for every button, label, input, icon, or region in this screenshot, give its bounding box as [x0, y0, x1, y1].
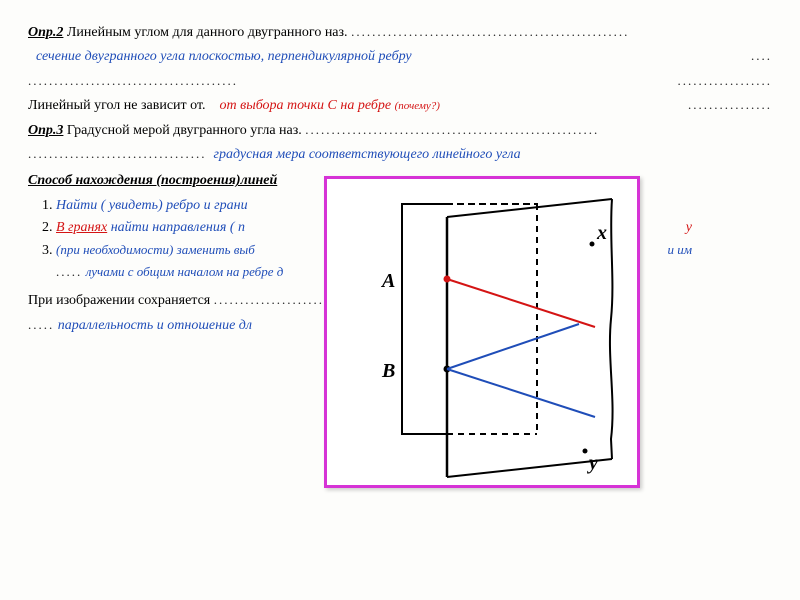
- label-A: A: [380, 270, 395, 292]
- dots: ........................: [214, 290, 340, 311]
- def-3-text: Градусной мерой двугранного угла наз.: [67, 123, 302, 138]
- dots: ........................................: [28, 71, 238, 92]
- blue-1: сечение двугранного угла плоскостью, пер…: [36, 49, 412, 64]
- label-y: y: [587, 452, 598, 474]
- dots: ....: [751, 46, 772, 67]
- step-2-blue: найти направления ( п: [107, 220, 245, 235]
- red-1: от выбора точки С на ребре: [220, 98, 392, 113]
- label-B: B: [381, 360, 395, 382]
- red-1-small: (почему?): [395, 100, 440, 112]
- preserve-text: При изображении сохраняется: [28, 293, 210, 308]
- dots: ..................................: [28, 144, 207, 165]
- diagram: A B x y: [324, 176, 640, 488]
- preserve-blue: параллельность и отношение дл: [58, 318, 252, 333]
- dots: ................: [688, 95, 772, 116]
- def-3: Опр.3: [28, 123, 63, 138]
- line3-text: Линейный угол не зависит от.: [28, 98, 206, 113]
- dots: ........................................…: [305, 120, 599, 141]
- step-2-tail: у: [686, 217, 692, 239]
- def-2-text: Линейным углом для данного двугранного н…: [67, 25, 348, 40]
- step-2-red: В гранях: [56, 220, 107, 235]
- dots: .....: [28, 315, 54, 336]
- label-x: x: [596, 222, 607, 244]
- blue-2: градусная мера соответствующего линейног…: [214, 147, 521, 162]
- dots: .....: [56, 262, 82, 283]
- step-3b: и им: [667, 240, 692, 261]
- step-3c: лучами с общим началом на ребре д: [86, 264, 284, 279]
- step-1-text: Найти ( увидеть) ребро и грани: [56, 198, 248, 213]
- dots: ........................................…: [351, 22, 629, 43]
- dots: ..................: [678, 71, 773, 92]
- def-2: Опр.2: [28, 25, 63, 40]
- step-3a: (при необходимости) заменить выб: [56, 242, 255, 257]
